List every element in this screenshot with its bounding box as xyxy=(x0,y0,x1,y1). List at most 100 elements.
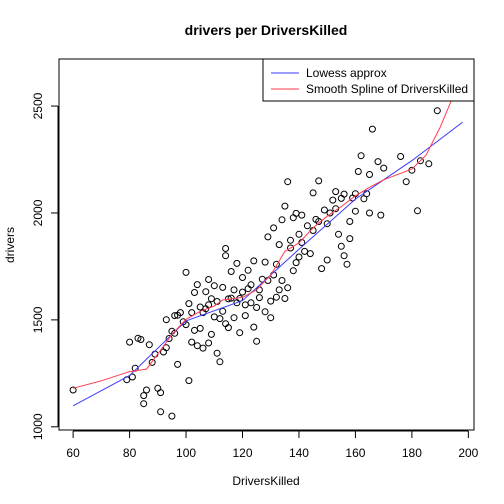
data-point xyxy=(397,153,405,160)
data-point xyxy=(69,386,77,394)
data-point xyxy=(154,384,162,392)
data-point xyxy=(357,152,365,160)
data-point xyxy=(210,313,218,321)
y-tick-label: 1000 xyxy=(31,413,45,440)
data-point xyxy=(247,299,255,307)
chart-title: drivers per DriversKilled xyxy=(185,22,348,38)
data-point xyxy=(140,400,148,408)
data-point xyxy=(264,233,272,241)
data-point xyxy=(270,224,278,232)
data-point xyxy=(315,177,323,185)
data-point xyxy=(247,281,255,289)
data-point xyxy=(168,412,176,420)
data-point xyxy=(320,206,328,214)
data-point xyxy=(207,330,215,338)
data-point xyxy=(145,341,153,349)
data-point xyxy=(236,329,244,337)
data-point xyxy=(162,316,170,324)
data-point xyxy=(323,220,331,228)
y-axis-label: drivers xyxy=(3,227,17,263)
data-point xyxy=(196,303,204,311)
data-point xyxy=(332,188,340,196)
data-point xyxy=(233,259,241,267)
x-axis: 60 80 100 120 140 160 180 200 xyxy=(66,430,479,460)
data-point xyxy=(230,314,238,322)
data-point xyxy=(193,281,201,289)
legend-box xyxy=(262,58,475,102)
data-point xyxy=(337,242,345,250)
data-point xyxy=(250,257,258,265)
data-point xyxy=(261,258,269,266)
y-tick-label: 1500 xyxy=(31,306,45,333)
data-point xyxy=(219,283,227,291)
data-point xyxy=(176,309,184,317)
data-point xyxy=(253,337,261,345)
data-point xyxy=(329,196,337,204)
data-point xyxy=(267,314,275,322)
data-point xyxy=(140,392,148,400)
data-point xyxy=(210,282,218,290)
data-point xyxy=(318,265,326,273)
data-point xyxy=(272,260,280,268)
data-point xyxy=(188,338,196,346)
data-point xyxy=(278,277,286,284)
data-point xyxy=(191,326,198,334)
x-tick-label: 60 xyxy=(66,446,80,460)
data-point xyxy=(377,211,385,219)
data-point xyxy=(239,274,246,281)
y-tick-label: 2500 xyxy=(31,92,45,119)
data-point xyxy=(137,336,145,343)
data-point xyxy=(303,222,311,230)
data-point xyxy=(205,276,213,283)
data-point xyxy=(148,358,156,366)
data-point xyxy=(230,286,238,294)
y-tick-label: 2000 xyxy=(31,199,45,226)
data-point xyxy=(174,360,182,368)
data-point xyxy=(182,268,190,276)
data-point xyxy=(366,209,373,217)
data-point xyxy=(298,211,306,219)
data-point xyxy=(414,207,421,215)
data-point xyxy=(253,304,261,311)
data-point xyxy=(295,253,303,261)
data-point xyxy=(224,324,232,332)
data-point xyxy=(205,339,213,347)
data-point xyxy=(287,236,294,244)
data-point xyxy=(281,202,289,210)
data-point xyxy=(227,268,235,275)
data-point xyxy=(275,241,283,249)
data-point xyxy=(165,335,173,342)
data-point xyxy=(171,312,179,320)
data-point xyxy=(182,321,190,329)
data-point xyxy=(368,125,376,133)
data-point xyxy=(366,171,373,178)
x-axis-label: DriversKilled xyxy=(232,474,299,488)
data-point xyxy=(126,338,134,346)
data-point xyxy=(162,344,170,352)
data-point xyxy=(185,377,193,385)
data-point xyxy=(143,386,150,394)
data-point xyxy=(128,373,136,381)
legend: Lowess approx Smooth Spline of DriversKi… xyxy=(262,58,475,102)
data-point xyxy=(360,195,368,203)
data-point xyxy=(157,389,165,397)
data-point xyxy=(239,288,246,296)
data-point xyxy=(292,209,300,217)
data-point xyxy=(380,164,388,172)
x-tick-label: 120 xyxy=(232,446,252,460)
data-point xyxy=(301,247,309,255)
data-point xyxy=(241,312,249,320)
data-point xyxy=(250,323,258,331)
data-points xyxy=(69,107,441,420)
data-point xyxy=(326,209,334,217)
data-point xyxy=(199,344,207,352)
data-point xyxy=(219,307,227,315)
data-point xyxy=(335,230,342,238)
data-point xyxy=(295,230,303,238)
legend-label-spline: Smooth Spline of DriversKilled xyxy=(306,82,468,96)
data-point xyxy=(284,284,292,292)
data-point xyxy=(244,266,252,274)
data-point xyxy=(351,207,359,215)
data-point xyxy=(402,178,410,186)
data-point xyxy=(241,301,249,309)
